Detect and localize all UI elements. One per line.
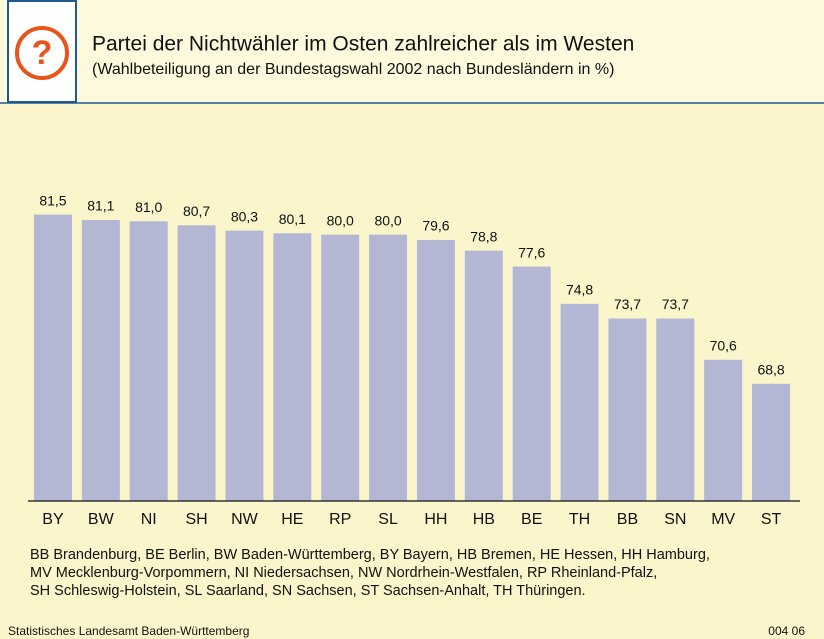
chart-subtitle: (Wahlbeteiligung an der Bundestagswahl 2… (92, 61, 614, 78)
data-label: 73,7 (662, 296, 689, 312)
bar (321, 234, 360, 501)
x-tick-label: HE (281, 511, 303, 528)
x-tick-label: HH (424, 511, 447, 528)
data-label: 80,3 (231, 208, 258, 224)
bar (369, 234, 408, 501)
bar (704, 359, 743, 501)
data-label: 81,0 (135, 199, 162, 215)
header-band (0, 0, 824, 103)
bar (512, 266, 551, 501)
x-tick-label: NW (231, 511, 259, 528)
chart-title: Partei der Nichtwähler im Osten zahlreic… (92, 33, 634, 56)
bar (656, 318, 695, 501)
legend-note: MV Mecklenburg-Vorpommern, NI Niedersach… (30, 565, 657, 581)
data-label: 81,5 (39, 192, 66, 208)
x-tick-label: BW (88, 511, 115, 528)
x-tick-label: ST (761, 511, 782, 528)
x-tick-label: SL (378, 511, 398, 528)
data-label: 77,6 (518, 244, 545, 260)
bar (560, 303, 599, 501)
bar (177, 225, 216, 501)
data-label: 81,1 (87, 198, 114, 214)
x-tick-label: MV (711, 511, 735, 528)
data-label: 73,7 (614, 296, 641, 312)
x-tick-label: BE (521, 511, 542, 528)
legend-note: SH Schleswig-Holstein, SL Saarland, SN S… (30, 583, 586, 599)
bar (129, 221, 168, 501)
data-label: 78,8 (470, 228, 497, 244)
data-label: 80,0 (374, 212, 401, 228)
x-tick-label: HB (473, 511, 495, 528)
icon-question: ? (32, 34, 53, 72)
bar (608, 318, 647, 501)
bar (81, 219, 120, 501)
bar (464, 250, 503, 501)
source: Statistisches Landesamt Baden-Württember… (8, 624, 249, 638)
bar (225, 230, 264, 501)
bar (33, 214, 72, 501)
data-label: 80,1 (279, 211, 306, 227)
data-label: 80,7 (183, 203, 210, 219)
data-label: 80,0 (327, 212, 354, 228)
data-label: 79,6 (422, 218, 449, 234)
data-label: 70,6 (710, 338, 737, 354)
icon-circle (15, 26, 69, 80)
x-tick-label: NI (141, 511, 157, 528)
x-tick-label: SH (185, 511, 207, 528)
x-tick-label: SN (664, 511, 686, 528)
data-label: 68,8 (757, 361, 784, 377)
x-tick-label: BB (617, 511, 638, 528)
bar (273, 233, 312, 501)
x-tick-label: RP (329, 511, 351, 528)
bar (416, 239, 455, 502)
legend-note: BB Brandenburg, BE Berlin, BW Baden-Würt… (30, 547, 710, 563)
code: 004 06 (768, 624, 805, 638)
x-tick-label: BY (42, 511, 64, 528)
x-tick-label: TH (569, 511, 590, 528)
bar (752, 383, 791, 501)
data-label: 74,8 (566, 282, 593, 298)
